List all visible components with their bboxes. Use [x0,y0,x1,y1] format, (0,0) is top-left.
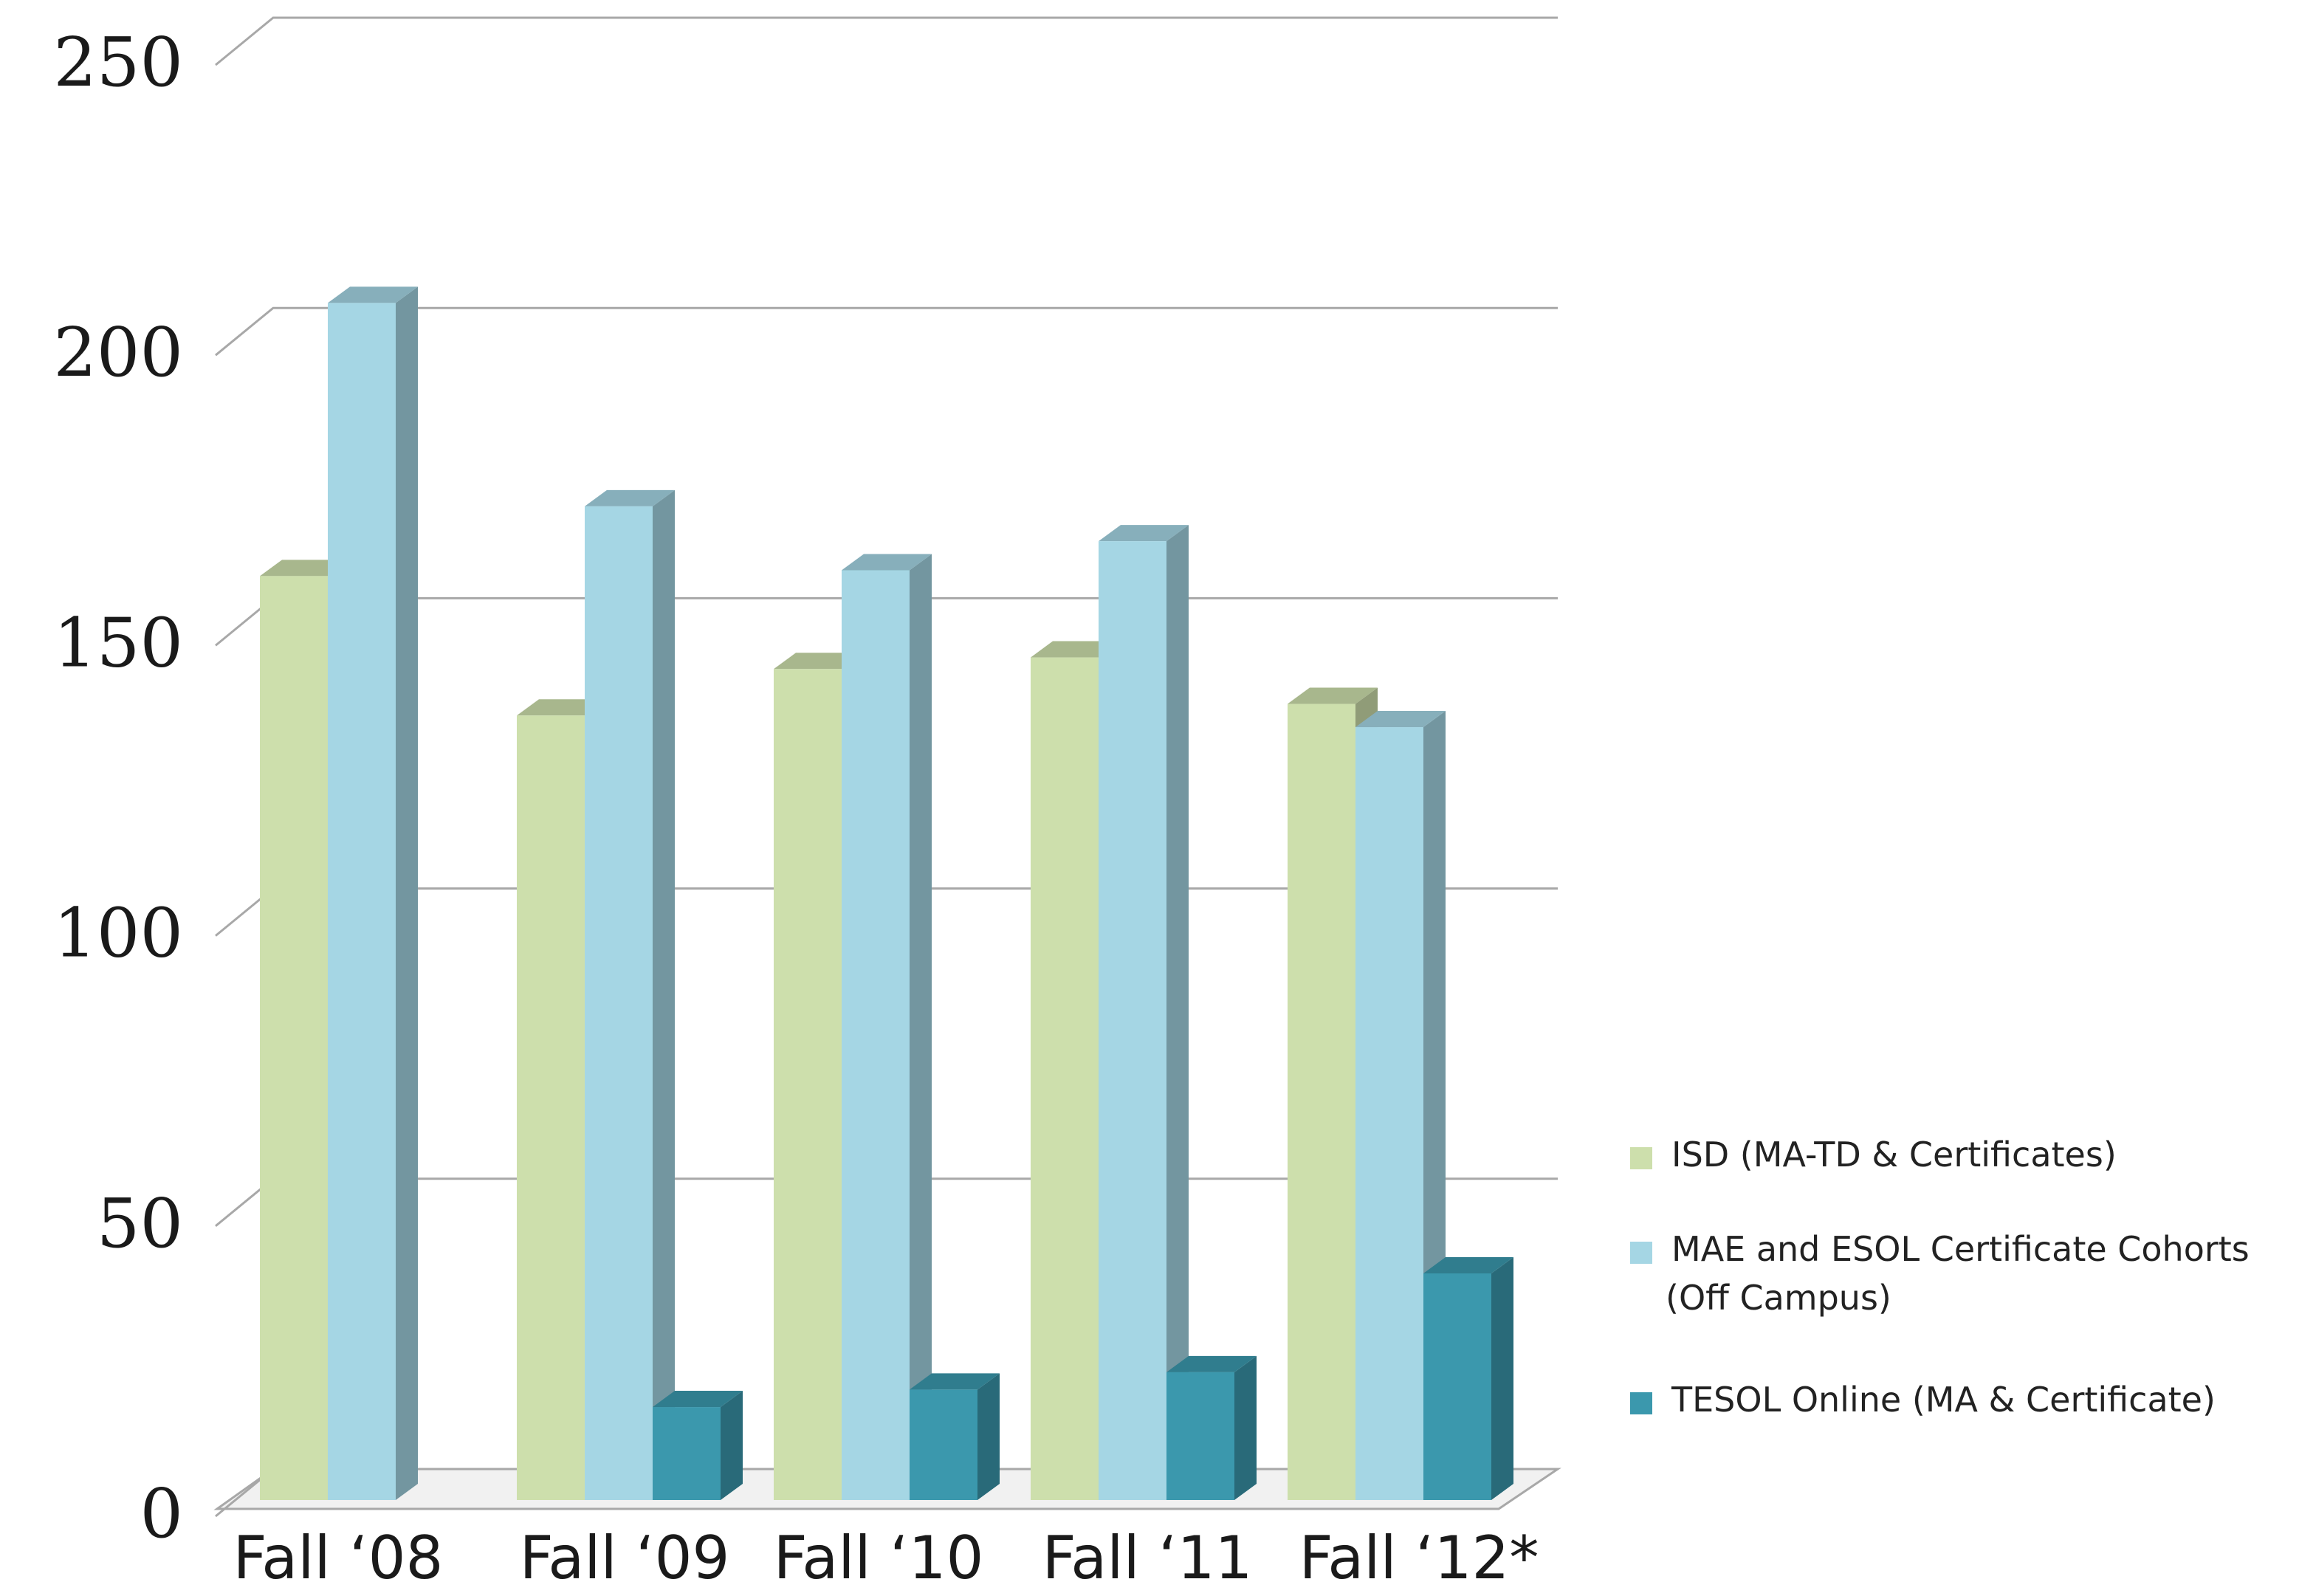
bar-front [1355,727,1423,1501]
bar-side [396,286,418,1500]
y-tick-label: 50 [97,1184,183,1263]
bar [1099,525,1189,1500]
bar-side [1166,525,1189,1500]
x-tick-label: Fall ‘08 [233,1524,444,1592]
bar-front [774,669,842,1501]
bar-top [1031,641,1121,658]
x-tick-label: Fall ‘11 [1042,1524,1253,1592]
bar-front [585,506,653,1501]
y-tick-label: 0 [140,1474,183,1553]
bar [328,286,418,1500]
bar-front [653,1407,721,1500]
bar-top [1423,1256,1513,1273]
bar-top [910,1373,1000,1390]
legend-swatch [1630,1242,1652,1264]
bar-front [1423,1273,1491,1500]
bar-side [721,1391,743,1500]
legend-label: MAE and ESOL Certificate Cohorts [1671,1229,2250,1269]
bar-side [653,489,675,1501]
bar-side [1234,1355,1257,1500]
bar-front [328,303,396,1500]
bar [1166,1355,1257,1500]
bar-side [977,1373,1000,1500]
y-tick-label: 100 [53,894,183,973]
legend-label: TESOL Online (MA & Certificate) [1671,1380,2216,1420]
x-tick-label: Fall ‘09 [520,1524,730,1592]
legend-swatch [1630,1147,1652,1169]
bar-top [842,554,932,571]
gridline [215,16,1558,66]
legend-swatch [1630,1392,1652,1414]
bar-front [517,715,585,1500]
bar-front [1099,541,1166,1500]
bar-front [910,1389,977,1500]
bar-top [774,653,864,670]
y-axis-ticks: 0 50 100 150 200 250 [53,23,183,1553]
bar-side [910,554,932,1500]
bar-top [1288,687,1378,704]
bar [653,1391,743,1500]
gridline [215,306,1558,357]
bar-front [1166,1372,1234,1500]
bar-top [1355,711,1446,728]
bar-front [260,576,328,1500]
legend: ISD (MA-TD & Certificates) MAE and ESOL C… [1630,1135,2250,1420]
y-tick-label: 250 [53,23,183,102]
bar-front [1031,657,1099,1500]
y-tick-label: 150 [53,603,183,682]
bar-top [653,1391,743,1408]
x-tick-label: Fall ‘10 [774,1524,984,1592]
legend-label: ISD (MA-TD & Certificates) [1671,1135,2117,1174]
bar [842,554,932,1500]
bar [910,1373,1000,1500]
y-tick-label: 200 [53,313,183,392]
bar-top [1166,1355,1257,1372]
x-tick-label: Fall ‘12* [1299,1524,1539,1592]
bar-front [842,570,910,1500]
bar-front [1288,704,1355,1500]
bar-top [1099,525,1189,542]
bar-top [517,699,607,716]
bar [1423,1256,1513,1500]
bar-side [1491,1256,1513,1500]
x-axis-ticks: Fall ‘08 Fall ‘09 Fall ‘10 Fall ‘11 Fall ‘12… [233,1524,1539,1592]
bar-top [585,489,675,506]
legend-label: (Off Campus) [1666,1278,1891,1318]
bars [260,286,1513,1501]
bar-top [260,560,350,577]
bar-top [328,286,418,303]
bar [585,489,675,1501]
